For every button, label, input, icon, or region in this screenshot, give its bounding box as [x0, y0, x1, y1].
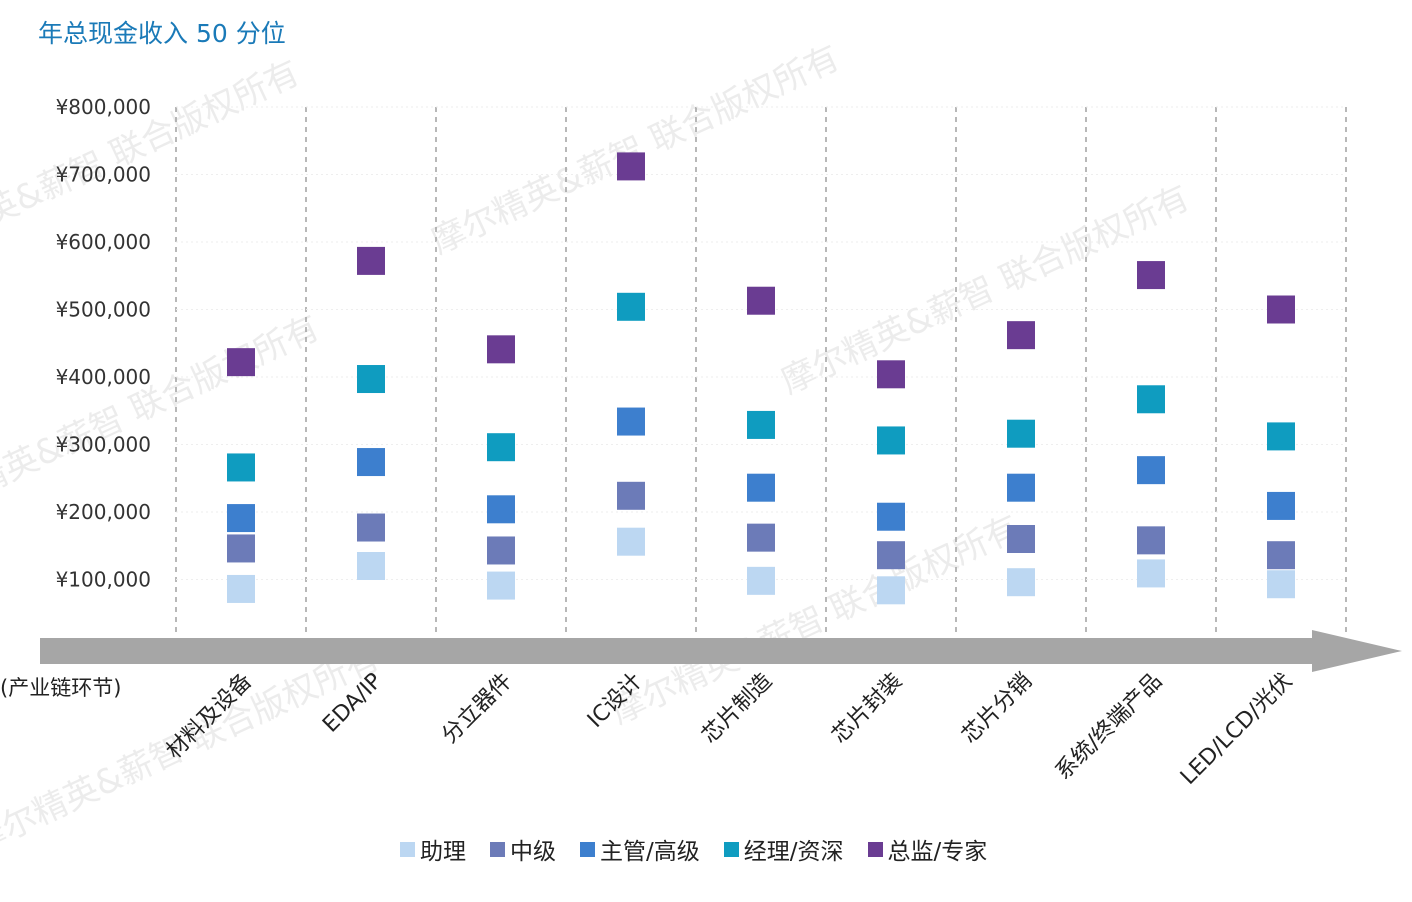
y-tick-label: ¥700,000	[56, 163, 151, 187]
data-point	[617, 407, 645, 436]
data-point	[227, 534, 255, 563]
data-point	[357, 365, 385, 394]
x-tick-label: 芯片封装	[827, 669, 907, 749]
data-point	[357, 448, 385, 477]
data-point	[487, 433, 515, 462]
data-point	[877, 576, 905, 605]
x-axis-arrow	[40, 630, 1402, 672]
data-point	[1007, 525, 1035, 553]
data-point	[487, 571, 515, 600]
data-point	[1267, 491, 1295, 520]
legend-item: 主管/高级	[580, 832, 700, 866]
watermark-text: 摩尔精英&薪智 联合版权所有	[425, 38, 846, 262]
x-tick-label: 分立器件	[437, 669, 517, 749]
data-point	[1137, 456, 1165, 485]
data-point	[1267, 295, 1295, 324]
data-point	[487, 536, 515, 565]
data-point	[227, 504, 255, 533]
x-tick-label: LED/LCD/光伏	[1176, 669, 1297, 790]
data-point	[227, 453, 255, 482]
legend-swatch	[400, 841, 415, 857]
legend-label: 总监/专家	[887, 839, 988, 865]
data-point	[1007, 568, 1035, 597]
watermark-text: 摩尔精英&薪智 联合版权所有	[605, 508, 1026, 732]
data-point	[1007, 419, 1035, 448]
data-point	[1007, 321, 1035, 350]
data-point	[1267, 541, 1295, 570]
data-point	[357, 246, 385, 275]
y-tick-label: ¥300,000	[56, 433, 151, 457]
legend-item: 总监/专家	[867, 832, 988, 866]
x-axis-caption: (产业链环节)	[0, 676, 122, 700]
data-point	[357, 552, 385, 580]
data-point	[747, 566, 775, 595]
data-point	[1137, 526, 1165, 555]
data-point	[1137, 559, 1165, 588]
legend-item: 经理/资深	[723, 832, 844, 866]
data-point	[747, 473, 775, 502]
data-point	[487, 335, 515, 364]
data-point	[617, 481, 645, 510]
legend: 助理 中级 主管/高级 经理/资深 总监/专家	[400, 832, 1011, 866]
data-point	[877, 360, 905, 389]
data-point	[487, 495, 515, 524]
y-tick-label: ¥600,000	[56, 230, 151, 254]
data-point	[1137, 261, 1165, 290]
data-point	[617, 292, 645, 321]
watermark-text: 摩尔精英&薪智 联合版权所有	[0, 308, 326, 532]
data-point	[1267, 422, 1295, 451]
y-tick-label: ¥100,000	[56, 568, 151, 592]
y-tick-label: ¥200,000	[56, 500, 151, 524]
data-point	[747, 286, 775, 315]
data-point	[227, 574, 255, 603]
legend-item: 助理	[400, 832, 466, 866]
data-point	[1267, 570, 1295, 599]
legend-label: 主管/高级	[600, 839, 700, 865]
legend-label: 助理	[420, 839, 466, 865]
legend-swatch	[490, 841, 505, 857]
data-point	[227, 348, 255, 377]
data-point	[1007, 473, 1035, 502]
y-tick-label: ¥800,000	[56, 95, 151, 119]
y-tick-label: ¥400,000	[56, 365, 151, 389]
watermark-text: 摩尔精英&薪智 联合版权所有	[0, 53, 306, 277]
data-point	[747, 410, 775, 439]
data-point	[1137, 385, 1165, 414]
legend-label: 中级	[510, 839, 556, 865]
y-tick-label: ¥500,000	[56, 298, 151, 322]
legend-item: 中级	[490, 832, 556, 866]
data-point	[357, 513, 385, 542]
data-point	[877, 426, 905, 455]
legend-label: 经理/资深	[743, 839, 844, 865]
chart-title: 年总现金收入 50 分位	[38, 19, 286, 48]
x-tick-label: 芯片分销	[957, 669, 1037, 749]
data-point	[747, 523, 775, 552]
data-point	[877, 541, 905, 570]
data-point	[617, 152, 645, 181]
x-tick-label: 系统/终端产品	[1051, 669, 1167, 785]
watermark-text: 摩尔精英&薪智 联合版权所有	[775, 178, 1196, 402]
legend-swatch	[580, 841, 595, 857]
data-point	[617, 527, 645, 556]
data-point	[877, 502, 905, 531]
legend-swatch	[867, 841, 883, 857]
legend-swatch	[723, 841, 739, 857]
